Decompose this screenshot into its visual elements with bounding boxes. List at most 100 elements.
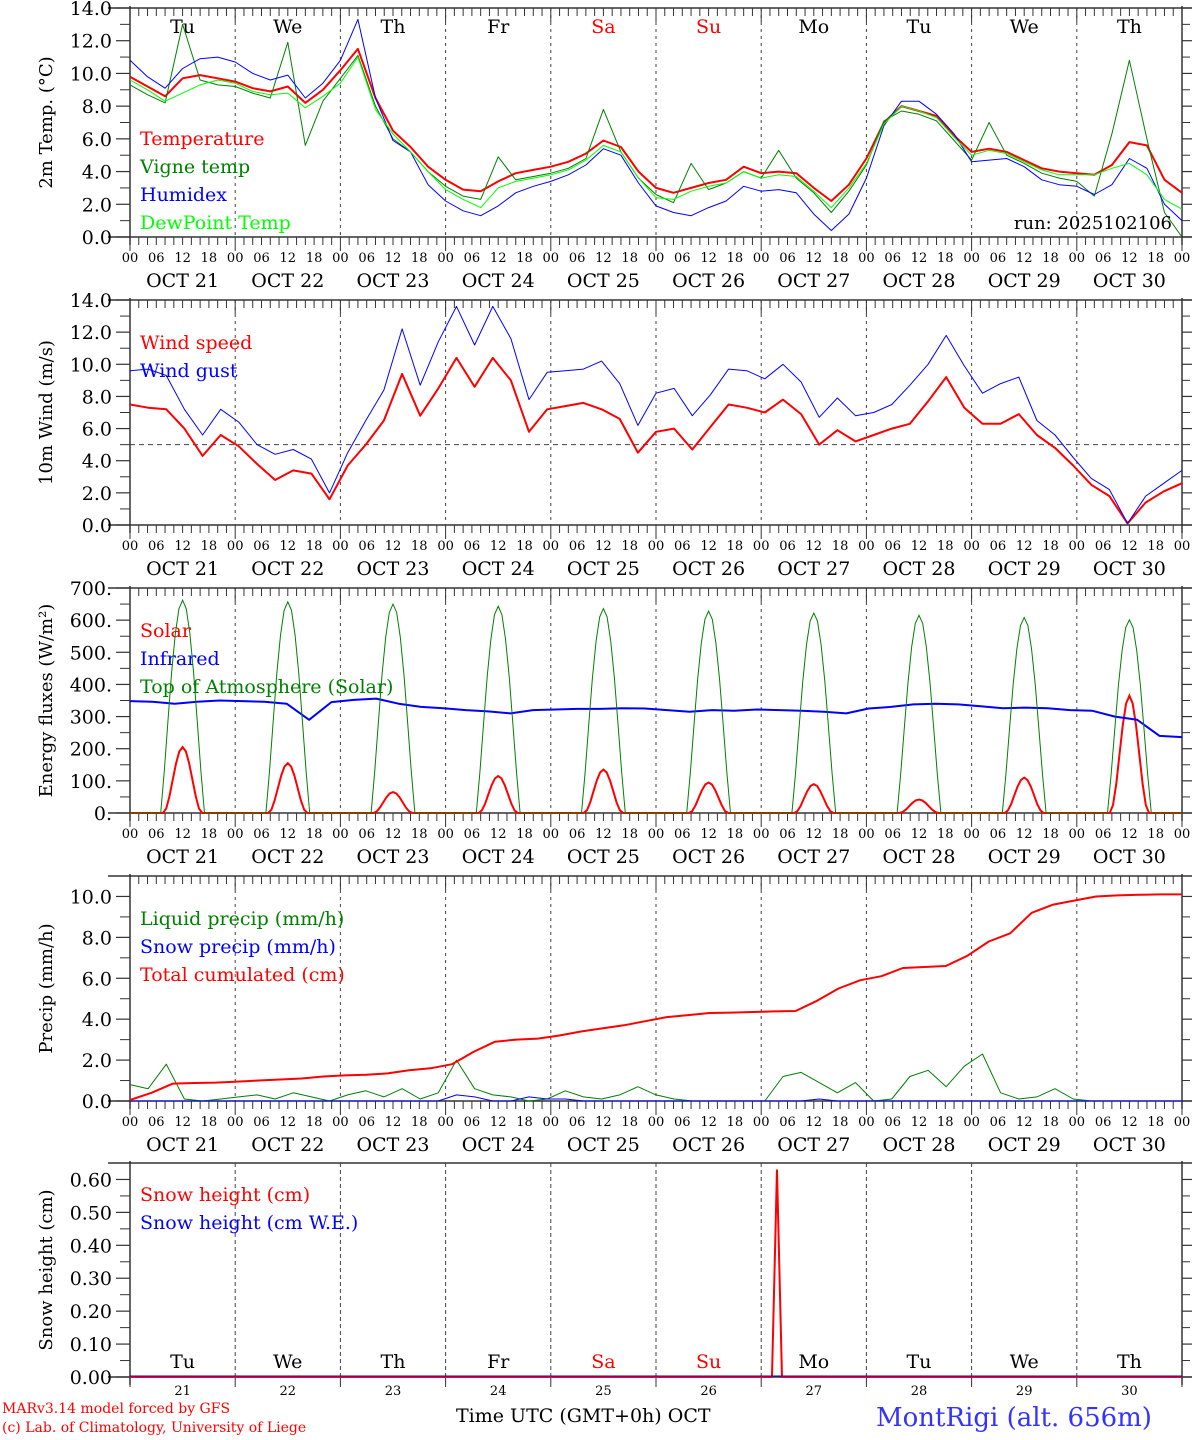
- hour-tick-label: 06: [569, 539, 586, 554]
- hour-tick-label: 00: [543, 539, 560, 554]
- series-humidex: [129, 18, 1183, 231]
- hour-tick-label: 00: [227, 251, 244, 266]
- hour-tick-label: 06: [464, 539, 481, 554]
- weekday-label: We: [1010, 16, 1039, 38]
- hour-tick-label: 00: [437, 1115, 454, 1130]
- hour-tick-label: 06: [253, 827, 270, 842]
- hour-tick-label: 18: [727, 251, 744, 266]
- hour-tick-label: 12: [280, 827, 297, 842]
- date-label: OCT 29: [988, 558, 1061, 580]
- panel-precip: 0.0 2.0 4.0 6.0 8.0 10.0 Precip (mm/h) 00 06 12 18…: [36, 874, 1192, 1156]
- model-credit: MARv3.14 model forced by GFS (c) Lab. of…: [2, 1400, 306, 1438]
- hour-tick-label: 06: [1095, 827, 1112, 842]
- station-title: MontRigi (alt. 656m): [876, 1403, 1152, 1433]
- series-solar: [130, 693, 1182, 814]
- y-tick-label: 4.0: [82, 1009, 112, 1031]
- series-top-of-atmosphere-solar-: [130, 598, 1182, 814]
- hour-tick-label: 06: [148, 539, 165, 554]
- date-label: OCT 28: [882, 1134, 955, 1156]
- legend-series-snow-height-cm-: Snow height (cm): [140, 1184, 310, 1206]
- hour-tick-label: 06: [358, 539, 375, 554]
- hour-tick-label: 12: [490, 251, 507, 266]
- date-label: OCT 29: [988, 1134, 1061, 1156]
- hour-tick-label: 12: [174, 539, 191, 554]
- weekday-label: We: [1010, 1351, 1039, 1373]
- y-tick-label: 6.0: [82, 129, 112, 151]
- hour-tick-label: 00: [753, 827, 770, 842]
- hour-tick-label: 06: [674, 1115, 691, 1130]
- y-axis-label: Snow height (cm): [36, 1189, 57, 1350]
- series-dewpoint-temp: [129, 56, 1183, 210]
- day-number-label: 25: [595, 1384, 612, 1399]
- xaxis-month: OCT: [667, 1405, 711, 1427]
- y-tick-label: 0.40: [70, 1235, 112, 1257]
- weekday-label: Th: [1117, 16, 1142, 38]
- hour-tick-label: 12: [280, 251, 297, 266]
- hour-tick-label: 06: [779, 251, 796, 266]
- xaxis-title: Time UTC (GMT+0h) OCT: [456, 1404, 711, 1428]
- hour-tick-label: 06: [148, 827, 165, 842]
- hour-tick-label: 18: [1147, 827, 1164, 842]
- hour-tick-label: 00: [963, 1115, 980, 1130]
- hour-tick-label: 00: [122, 539, 139, 554]
- y-tick-label: 2.0: [82, 483, 112, 505]
- hour-tick-label: 12: [911, 827, 928, 842]
- y-tick-label: 0.60: [70, 1169, 112, 1191]
- y-tick-label: 6.0: [82, 419, 112, 441]
- xaxis-label: Time UTC (GMT+0h): [456, 1405, 662, 1427]
- hour-tick-label: 06: [148, 1115, 165, 1130]
- legend-series-snow-height-cm-w-e-: Snow height (cm W.E.): [140, 1212, 358, 1234]
- y-tick-label: 0.30: [70, 1268, 112, 1290]
- hour-tick-label: 06: [779, 827, 796, 842]
- date-label: OCT 24: [462, 270, 535, 292]
- hour-tick-label: 06: [884, 251, 901, 266]
- hour-tick-label: 00: [543, 1115, 560, 1130]
- hour-tick-label: 18: [306, 539, 323, 554]
- hour-tick-label: 06: [990, 539, 1007, 554]
- y-tick-label: 2.0: [82, 194, 112, 216]
- legend-series-solar: Solar: [140, 620, 192, 642]
- y-tick-label: 0.0: [82, 227, 112, 249]
- hour-tick-label: 12: [806, 251, 823, 266]
- panel-temp: 0.0 2.0 4.0 6.0 8.0 10.0 12.0 14.0 2m Temp. (°C)…: [36, 0, 1192, 292]
- weekday-label: Th: [381, 16, 406, 38]
- weekday-label: Sa: [591, 16, 615, 38]
- weekday-label: Su: [696, 16, 721, 38]
- hour-tick-label: 18: [621, 1115, 638, 1130]
- y-tick-label: 8.0: [82, 96, 112, 118]
- hour-tick-label: 06: [990, 251, 1007, 266]
- weekday-label: Mo: [798, 1351, 829, 1373]
- day-number-label: 26: [700, 1384, 717, 1399]
- panel-energy: 0. 100. 200. 300. 400. 500. 600. 700. Energy flu…: [36, 578, 1192, 868]
- hour-tick-label: 12: [595, 827, 612, 842]
- hour-tick-label: 12: [174, 251, 191, 266]
- day-number-label: 22: [280, 1384, 297, 1399]
- hour-tick-label: 06: [884, 539, 901, 554]
- y-tick-label: 0.50: [70, 1202, 112, 1224]
- weekday-label: Sa: [591, 1351, 615, 1373]
- y-tick-label: 6.0: [82, 968, 112, 990]
- y-tick-label: 0.00: [70, 1367, 112, 1389]
- legend-series-dewpoint-temp: DewPoint Temp: [140, 212, 291, 234]
- y-tick-label: 0.10: [70, 1334, 112, 1356]
- date-label: OCT 22: [251, 1134, 324, 1156]
- date-label: OCT 26: [672, 270, 745, 292]
- hour-tick-label: 12: [806, 827, 823, 842]
- series-wind-gust: [129, 305, 1183, 524]
- date-label: OCT 27: [777, 846, 850, 868]
- hour-tick-label: 12: [1121, 827, 1138, 842]
- hour-tick-label: 18: [1042, 1115, 1059, 1130]
- hour-tick-label: 18: [516, 539, 533, 554]
- hour-tick-label: 06: [990, 1115, 1007, 1130]
- weekday-label: Fr: [487, 1351, 510, 1373]
- y-tick-label: 14.0: [70, 290, 112, 312]
- hour-tick-label: 12: [911, 539, 928, 554]
- date-label: OCT 25: [567, 1134, 640, 1156]
- y-tick-label: 4.0: [82, 162, 112, 184]
- weekday-label: Su: [696, 1351, 721, 1373]
- hour-tick-label: 18: [1147, 251, 1164, 266]
- legend-series-snow-precip-mm-h-: Snow precip (mm/h): [140, 936, 336, 958]
- hour-tick-label: 00: [648, 1115, 665, 1130]
- y-tick-label: 300.: [70, 707, 112, 729]
